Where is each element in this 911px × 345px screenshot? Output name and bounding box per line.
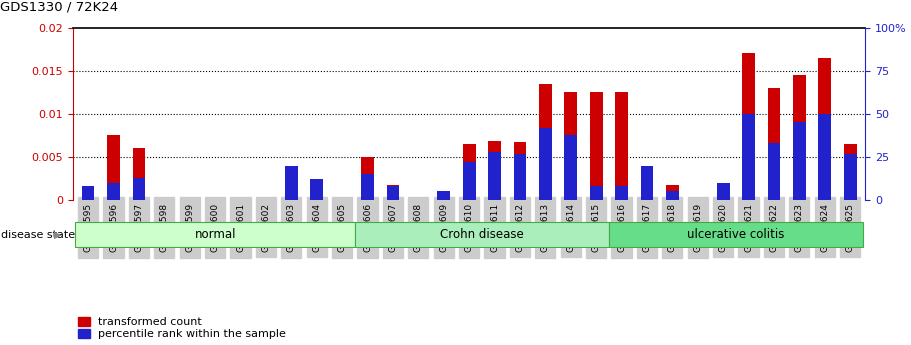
Bar xyxy=(463,144,476,200)
Bar xyxy=(361,157,374,200)
Bar xyxy=(742,53,755,200)
Bar xyxy=(615,92,628,200)
Bar xyxy=(361,174,374,200)
Bar xyxy=(107,183,120,200)
Text: normal: normal xyxy=(194,228,236,241)
Bar xyxy=(640,166,653,200)
Bar xyxy=(565,135,578,200)
Bar xyxy=(818,58,831,200)
Text: Crohn disease: Crohn disease xyxy=(440,228,524,241)
Text: ulcerative colitis: ulcerative colitis xyxy=(687,228,784,241)
Bar xyxy=(285,167,298,200)
Bar xyxy=(640,191,653,200)
Bar xyxy=(133,148,145,200)
Bar xyxy=(514,142,527,200)
Bar xyxy=(82,186,95,200)
Bar xyxy=(386,186,399,200)
Bar xyxy=(793,122,805,200)
Bar xyxy=(488,141,501,200)
Bar xyxy=(589,92,602,200)
Bar xyxy=(463,162,476,200)
Bar xyxy=(133,178,145,200)
Bar xyxy=(844,144,856,200)
Bar xyxy=(539,84,552,200)
Text: disease state: disease state xyxy=(1,230,75,239)
Bar xyxy=(666,191,679,200)
Bar xyxy=(311,179,323,200)
Bar xyxy=(666,186,679,200)
Bar xyxy=(768,143,781,200)
Bar xyxy=(514,154,527,200)
Bar xyxy=(717,183,730,200)
Bar xyxy=(355,222,609,247)
Bar xyxy=(437,191,450,200)
Bar xyxy=(615,186,628,200)
Bar xyxy=(539,128,552,200)
Legend: transformed count, percentile rank within the sample: transformed count, percentile rank withi… xyxy=(78,317,286,339)
Bar xyxy=(793,75,805,200)
Bar xyxy=(768,88,781,200)
Bar xyxy=(844,154,856,200)
Text: GDS1330 / 72K24: GDS1330 / 72K24 xyxy=(0,1,118,14)
Bar xyxy=(311,179,323,200)
Bar xyxy=(488,152,501,200)
Bar xyxy=(818,114,831,200)
Bar xyxy=(82,187,95,200)
Bar xyxy=(107,136,120,200)
Bar xyxy=(285,166,298,200)
Text: ▶: ▶ xyxy=(55,230,62,239)
Bar xyxy=(742,114,755,200)
Bar xyxy=(565,92,578,200)
Bar xyxy=(609,222,863,247)
Bar xyxy=(76,222,355,247)
Bar xyxy=(386,186,399,200)
Bar xyxy=(717,187,730,200)
Bar xyxy=(589,186,602,200)
